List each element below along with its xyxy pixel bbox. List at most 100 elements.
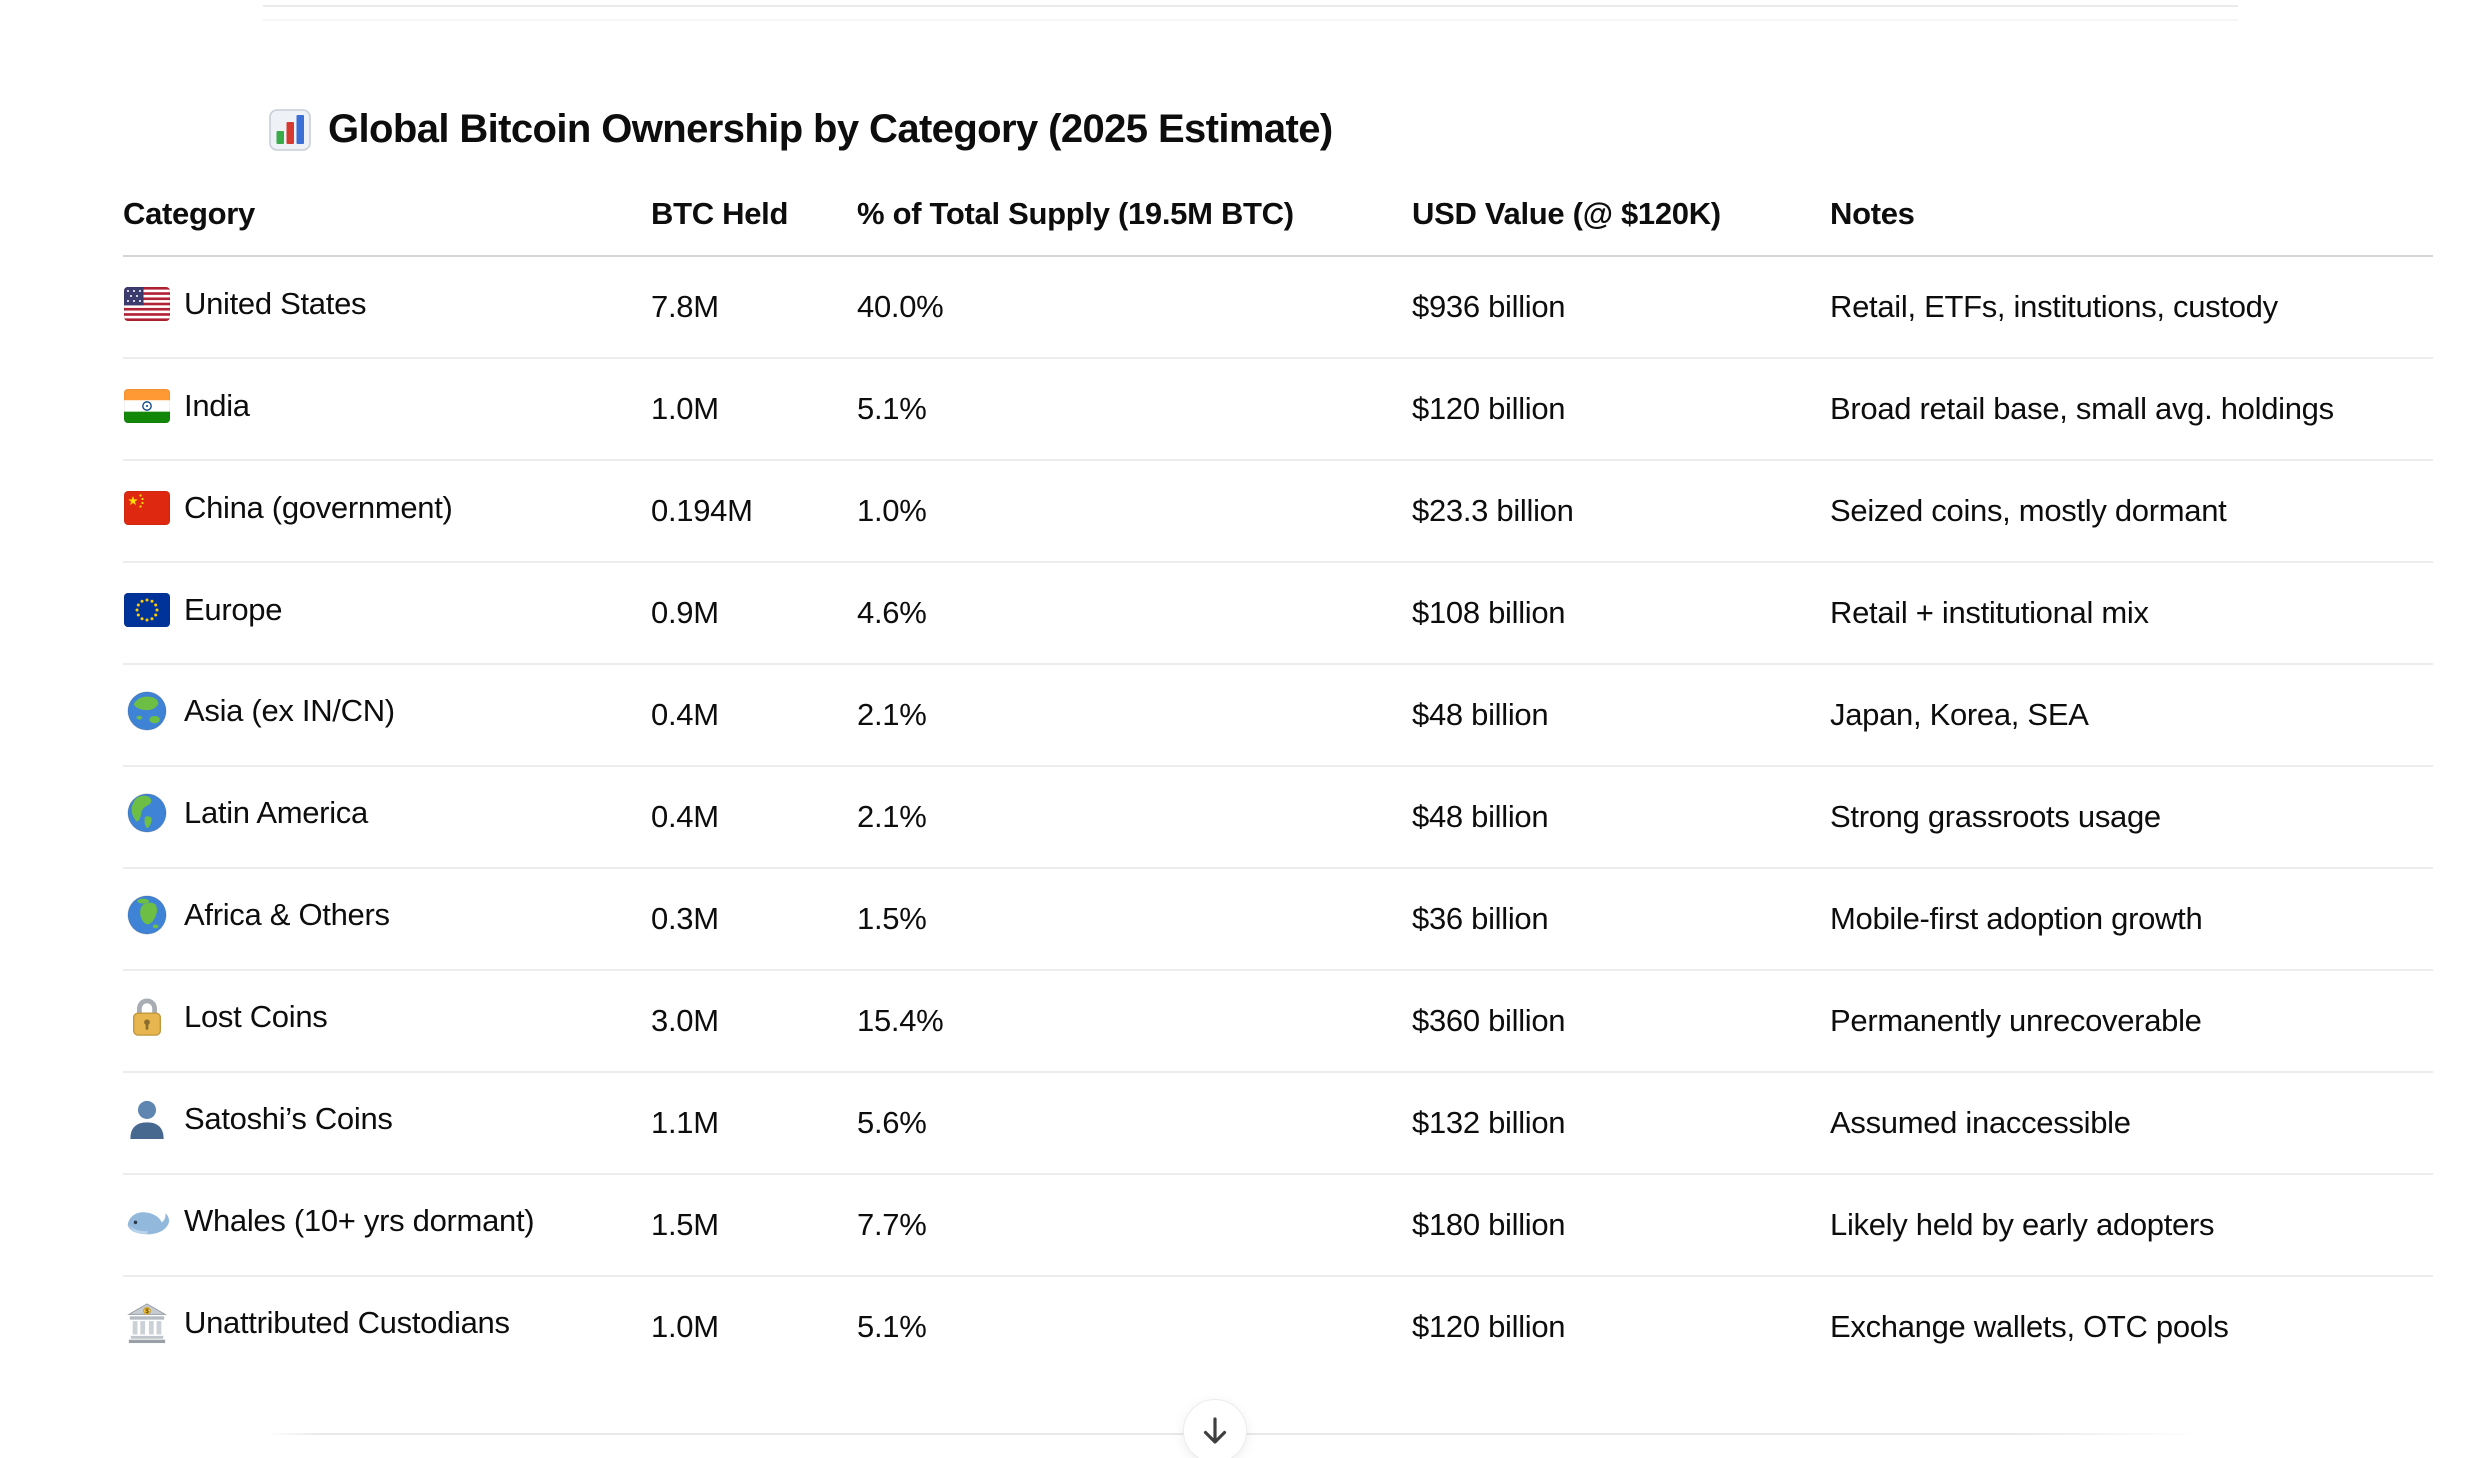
btc-ownership-table: Category BTC Held % of Total Supply (19.… [123,172,2433,1377]
category-label: Asia (ex IN/CN) [184,693,395,728]
bust-icon [123,1098,171,1140]
usd-value-cell: $36 billion [1412,868,1830,971]
category-cell: Satoshi’s Coins [123,1072,651,1175]
category-cell: India [123,358,651,461]
table-body: United States 7.8M 40.0% $936 billion Retail… [123,256,2433,1377]
btc-held-cell: 1.0M [651,1309,719,1344]
category-label: United States [184,285,367,321]
category-label: Unattributed Custodians [184,1305,510,1340]
category-label: Whales (10+ yrs dormant) [184,1203,535,1238]
table-row: India 1.0M 5.1% $120 billion Broad retail ba… [123,358,2433,461]
category-cell: China (government) [123,460,651,563]
pct-supply-cell: 1.0% [857,460,1412,563]
pct-supply-cell: 5.1% [857,358,1412,461]
notes-cell: Permanently unrecoverable [1830,970,2433,1073]
usd-value-cell: $132 billion [1412,1072,1830,1175]
category-label: Lost Coins [184,999,328,1034]
category-cell: United States [123,256,651,359]
usd-value-cell: $23.3 billion [1412,460,1830,563]
notes-cell: Likely held by early adopters [1830,1174,2433,1277]
notes-cell: Exchange wallets, OTC pools [1830,1309,2229,1344]
down-arrow-icon [1201,1416,1229,1446]
category-cell: Asia (ex IN/CN) [123,664,651,767]
notes-cell: Seized coins, mostly dormant [1830,460,2433,563]
eu-flag-icon [123,592,171,627]
pct-supply-cell: 2.1% [857,664,1412,767]
notes-cell: Assumed inaccessible [1830,1072,2433,1175]
globe-asia-icon [123,690,171,732]
table-row: Lost Coins 3.0M 15.4% $360 billion Permanent… [123,970,2433,1073]
bar-chart-icon [268,108,312,152]
usd-value-cell: $936 billion [1412,256,1830,359]
pct-supply-cell: 2.1% [857,766,1412,869]
pct-supply-cell: 4.6% [857,562,1412,665]
category-cell: Whales (10+ yrs dormant) [123,1174,651,1277]
category-label: Satoshi’s Coins [184,1101,393,1136]
col-header-pct-supply: % of Total Supply (19.5M BTC) [857,172,1412,257]
btc-held-cell: 1.0M [651,358,857,461]
table-row: Asia (ex IN/CN) 0.4M 2.1% $48 billion Japan,… [123,664,2433,767]
top-divider [263,5,2238,7]
india-flag-icon [123,388,171,423]
page-title: Global Bitcoin Ownership by Category (20… [268,107,1333,152]
col-header-category: Category [123,172,651,257]
whale-icon [123,1202,171,1240]
category-cell: Latin America [123,766,651,869]
btc-held-cell: 3.0M [651,970,857,1073]
usd-value-cell: $48 billion [1412,664,1830,767]
svg-text:$: $ [145,1308,149,1315]
category-label: Europe [184,591,283,627]
usd-value-cell: $120 billion [1412,1309,1566,1344]
category-label: Africa & Others [184,897,390,932]
top-divider-shadow [263,19,2238,21]
btc-held-cell: 1.1M [651,1072,857,1175]
category-cell: Africa & Others [123,868,651,971]
btc-held-cell: 0.194M [651,460,857,563]
btc-held-cell: 1.5M [651,1174,857,1277]
notes-cell: Japan, Korea, SEA [1830,664,2433,767]
usd-value-cell: $180 billion [1412,1174,1830,1277]
scroll-to-bottom-button[interactable] [1183,1399,1247,1458]
category-label: China (government) [184,489,453,525]
category-cell: $ Unattributed Custodians [123,1276,651,1377]
usd-value-cell: $360 billion [1412,970,1830,1073]
category-label: India [184,387,250,423]
pct-supply-cell: 15.4% [857,970,1412,1073]
table-row: Latin America 0.4M 2.1% $48 billion Strong g… [123,766,2433,869]
table-row: China (government) 0.194M 1.0% $23.3 billio… [123,460,2433,563]
china-flag-icon [123,490,171,525]
btc-held-cell: 0.3M [651,868,857,971]
btc-held-cell: 7.8M [651,256,857,359]
table-header-row: Category BTC Held % of Total Supply (19.… [123,172,2433,257]
table-row: United States 7.8M 40.0% $936 billion Retail… [123,256,2433,359]
globe-americas-icon [123,792,171,834]
notes-cell: Retail + institutional mix [1830,562,2433,665]
usd-value-cell: $120 billion [1412,358,1830,461]
col-header-notes: Notes [1830,172,2433,257]
table-row: $ Unattributed Custodians 1.0M 5.1% $120 bil… [123,1276,2433,1377]
btc-held-cell: 0.4M [651,664,857,767]
pct-supply-cell: 1.5% [857,868,1412,971]
btc-held-cell: 0.9M [651,562,857,665]
notes-cell: Strong grassroots usage [1830,766,2433,869]
pct-supply-cell: 40.0% [857,256,1412,359]
globe-africa-icon [123,894,171,936]
notes-cell: Broad retail base, small avg. holdings [1830,358,2433,461]
pct-supply-cell: 7.7% [857,1174,1412,1277]
pct-supply-cell: 5.1% [857,1309,927,1344]
table-row: Satoshi’s Coins 1.1M 5.6% $132 billion Assum… [123,1072,2433,1175]
category-cell: Lost Coins [123,970,651,1073]
bank-icon: $ [123,1302,171,1344]
usd-value-cell: $108 billion [1412,562,1830,665]
table-row: Europe 0.9M 4.6% $108 billion Retail + insti… [123,562,2433,665]
page-title-text: Global Bitcoin Ownership by Category (20… [328,107,1333,152]
table-row: Africa & Others 0.3M 1.5% $36 billion Mobile… [123,868,2433,971]
pct-supply-cell: 5.6% [857,1072,1412,1175]
us-flag-icon [123,286,171,321]
category-cell: Europe [123,562,651,665]
col-header-btc-held: BTC Held [651,172,857,257]
col-header-usd-value: USD Value (@ $120K) [1412,172,1830,257]
lock-icon [123,995,171,1039]
table-row: Whales (10+ yrs dormant) 1.5M 7.7% $180 bil… [123,1174,2433,1277]
